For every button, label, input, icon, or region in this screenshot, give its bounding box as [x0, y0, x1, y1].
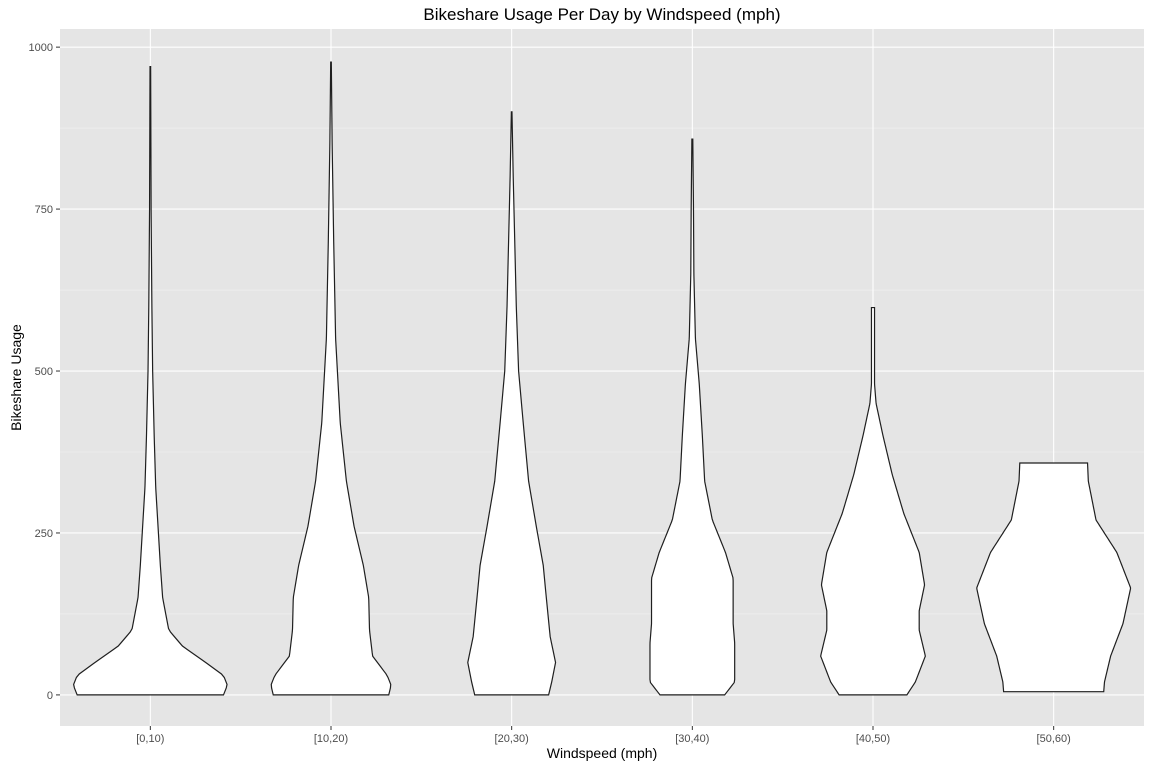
violin-2: [467, 111, 557, 696]
y-tick-label: 750: [35, 204, 53, 216]
violin-5: [976, 462, 1132, 693]
violin-1: [270, 61, 392, 696]
y-tick-label: 0: [47, 690, 53, 702]
violin-0: [73, 65, 228, 696]
x-tick-label: [0,10): [136, 733, 164, 745]
plot-panel: [60, 29, 1144, 726]
y-tick-label: 500: [35, 366, 53, 378]
violin-series: [73, 61, 1132, 696]
y-axis-title: Bikeshare Usage: [8, 324, 24, 431]
violin-3: [649, 138, 736, 696]
y-tick-label: 250: [35, 528, 53, 540]
x-tick-label: [40,50): [856, 733, 890, 745]
x-tick-label: [10,20): [314, 733, 348, 745]
x-tick-label: [20,30): [495, 733, 529, 745]
violin-4: [820, 306, 926, 696]
x-tick-label: [30,40): [675, 733, 709, 745]
y-tick-label: 1000: [29, 42, 53, 54]
chart-title: Bikeshare Usage Per Day by Windspeed (mp…: [423, 5, 780, 24]
axes: 0 250 500 750 1000 [0,10) [10,20) [20,30) [30,40…: [29, 42, 1071, 745]
x-axis-title: Windspeed (mph): [547, 745, 658, 761]
x-tick-label: [50,60): [1037, 733, 1071, 745]
